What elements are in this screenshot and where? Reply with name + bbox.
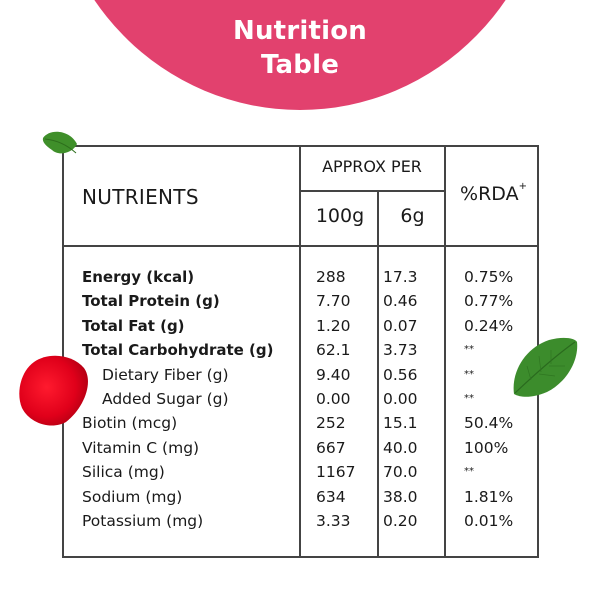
table-row: Total Fat (g) 1.20 0.07 0.24% bbox=[82, 316, 514, 335]
header-100g: 100g bbox=[315, 205, 365, 227]
table-row: Silica (mg) 1167 70.0 ** bbox=[82, 463, 474, 482]
leaf-icon bbox=[513, 337, 578, 397]
nutrition-table: NUTRIENTS APPROX PER 100g 6g %RDA+ Energ… bbox=[62, 145, 539, 558]
leaf-icon bbox=[42, 131, 77, 154]
rose-petal-icon bbox=[19, 355, 88, 426]
table-row: Total Carbohydrate (g) 62.1 3.73 ** bbox=[82, 341, 474, 360]
divider bbox=[299, 147, 301, 556]
header-nutrients: NUTRIENTS bbox=[82, 185, 199, 209]
table-row: Potassium (mg) 3.33 0.20 0.01% bbox=[82, 511, 514, 530]
title-line-2: Table bbox=[260, 50, 340, 80]
table-row: Total Protein (g) 7.70 0.46 0.77% bbox=[82, 292, 514, 311]
table-row: Biotin (mcg) 252 15.1 50.4% bbox=[82, 414, 514, 433]
divider bbox=[444, 147, 446, 556]
header-rda-label: %RDA bbox=[460, 183, 519, 205]
header-rda-sup: + bbox=[518, 180, 527, 192]
table-row: Added Sugar (g) 0.00 0.00 ** bbox=[102, 389, 474, 408]
header-approx-per: APPROX PER bbox=[322, 157, 422, 176]
header-6g: 6g bbox=[400, 205, 425, 227]
table-row: Energy (kcal) 288 17.3 0.75% bbox=[82, 268, 514, 286]
table-body: Energy (kcal) 288 17.3 0.75% Total Protein … bbox=[64, 265, 537, 533]
table-row: Dietary Fiber (g) 9.40 0.56 ** bbox=[102, 365, 474, 384]
table-row: Vitamin C (mg) 667 40.0 100% bbox=[82, 438, 509, 457]
divider bbox=[299, 190, 446, 192]
divider bbox=[377, 190, 379, 556]
table-row: Sodium (mg) 634 38.0 1.81% bbox=[82, 487, 514, 506]
page-title: Nutrition Table bbox=[0, 14, 600, 82]
title-line-1: Nutrition bbox=[233, 16, 367, 46]
divider bbox=[64, 245, 537, 247]
header-rda: %RDA+ bbox=[446, 180, 541, 205]
